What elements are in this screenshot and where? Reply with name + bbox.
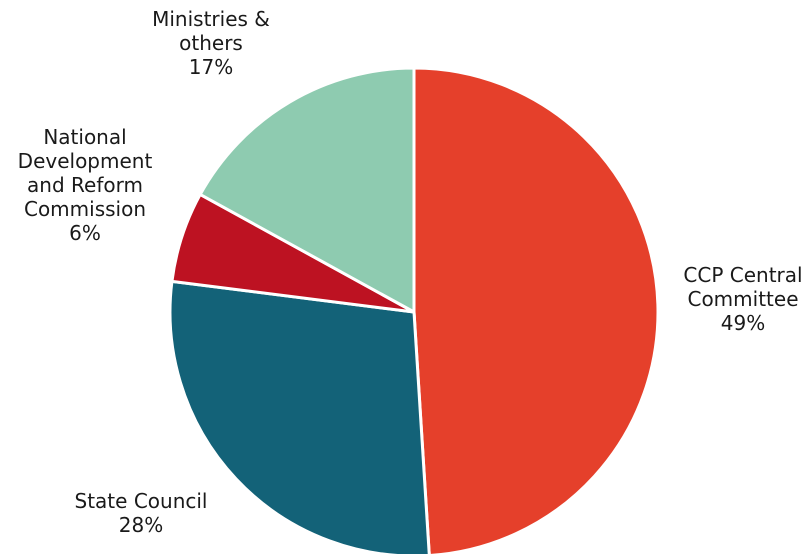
- pie-slice-ccp-central-committee: [412, 66, 660, 554]
- pie-slice-state-council: [168, 279, 431, 554]
- slice-label-state-council: State Council 28%: [75, 489, 208, 537]
- slice-value-label: 6%: [69, 221, 101, 245]
- slice-labels: CCP Central Committee 49% State Council 28% N…: [18, 7, 803, 537]
- pie-slice-ministries-and-others: [198, 66, 416, 314]
- slice-value-label: 17%: [189, 55, 233, 79]
- slice-value-label: 28%: [119, 513, 163, 537]
- slice-value-label: 49%: [721, 311, 765, 335]
- slice-name-line: and Reform: [27, 173, 143, 197]
- slice-label-national-development-and-reform-commission: National Development and Reform Commission 6…: [18, 125, 153, 245]
- slice-name-line: National: [43, 125, 126, 149]
- slice-name-line: Ministries &: [152, 7, 270, 31]
- slice-name-line: State Council: [75, 489, 208, 513]
- pie-slices: [168, 66, 660, 554]
- slice-name-line: Committee: [687, 287, 798, 311]
- slice-name-line: Development: [18, 149, 153, 173]
- slice-label-ccp-central-committee: CCP Central Committee 49%: [683, 263, 802, 335]
- slice-name-line: Commission: [24, 197, 146, 221]
- slice-name-line: CCP Central: [683, 263, 802, 287]
- slice-name-line: others: [179, 31, 243, 55]
- slice-label-ministries-and-others: Ministries & others 17%: [152, 7, 270, 79]
